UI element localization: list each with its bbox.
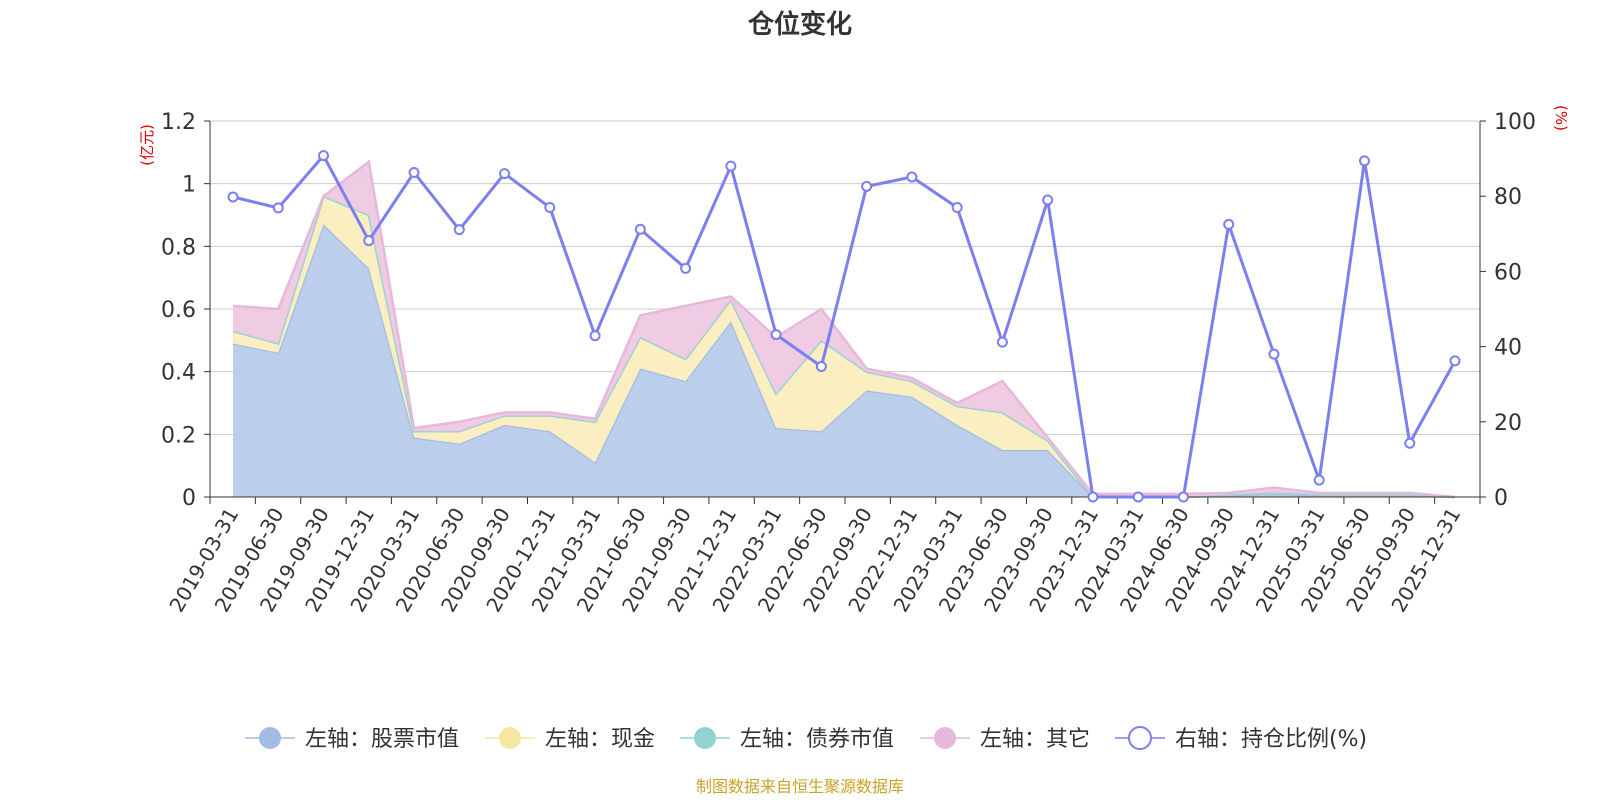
right-tick-label: 40 <box>1494 336 1522 361</box>
position-ratio-point <box>1132 491 1144 503</box>
legend-item[interactable]: 右轴：持仓比例(%) <box>1115 726 1367 752</box>
position-ratio-point <box>1449 355 1461 367</box>
position-ratio-point <box>634 223 646 235</box>
position-ratio-point <box>1223 218 1235 230</box>
legend-label: 左轴：股票市值 <box>305 727 459 752</box>
position-ratio-point <box>1358 155 1370 167</box>
legend-marker <box>499 727 521 749</box>
area-series <box>233 224 1455 497</box>
position-ratio-point <box>453 224 465 236</box>
area-series-edge <box>232 159 1456 499</box>
legend-marker <box>1128 726 1152 750</box>
left-tick-label: 0.2 <box>161 423 196 448</box>
position-ratio-point <box>1313 474 1325 486</box>
position-ratio-point <box>996 336 1008 348</box>
left-tick-label: 0.8 <box>161 235 196 260</box>
position-ratio-point <box>815 361 827 373</box>
position-ratio-point <box>1177 491 1189 503</box>
area-layer <box>232 159 1456 499</box>
position-ratio-point <box>770 329 782 341</box>
right-tick-label: 80 <box>1494 185 1522 210</box>
position-ratio-point <box>680 262 692 274</box>
position-ratio-point <box>1087 491 1099 503</box>
legend-item[interactable]: 左轴：其它 <box>920 727 1090 752</box>
legend-item[interactable]: 左轴：现金 <box>485 727 655 752</box>
position-ratio-point <box>1268 348 1280 360</box>
left-tick-label: 1.2 <box>161 110 196 135</box>
right-axis-unit: (%) <box>1552 105 1570 131</box>
left-tick-label: 1 <box>182 173 196 198</box>
position-ratio-point <box>499 168 511 180</box>
legend-label: 左轴：现金 <box>545 727 655 752</box>
left-axis-unit: (亿元) <box>138 124 156 166</box>
left-tick-label: 0.6 <box>161 298 196 323</box>
position-ratio-point <box>589 330 601 342</box>
position-ratio-point <box>906 171 918 183</box>
legend-item[interactable]: 左轴：股票市值 <box>245 727 459 752</box>
position-ratio-point <box>318 150 330 162</box>
chart-title: 仓位变化 <box>747 9 852 40</box>
right-tick-label: 0 <box>1494 486 1508 511</box>
legend-marker <box>934 727 956 749</box>
legend-label: 左轴：其它 <box>980 727 1090 752</box>
position-ratio-point <box>227 191 239 203</box>
legend-marker <box>259 727 281 749</box>
source-note: 制图数据来自恒生聚源数据库 <box>696 777 904 796</box>
right-tick-label: 20 <box>1494 411 1522 436</box>
position-ratio-point <box>363 235 375 247</box>
legend-label: 左轴：债券市值 <box>740 727 894 752</box>
position-ratio-point <box>725 160 737 172</box>
legend[interactable]: 左轴：股票市值 左轴：现金 左轴：债券市值 左轴：其它 右轴：持仓比例(%) <box>245 726 1367 752</box>
position-ratio-point <box>408 167 420 179</box>
position-ratio-point <box>1042 194 1054 206</box>
left-tick-label: 0.4 <box>161 361 196 386</box>
legend-marker <box>694 727 716 749</box>
position-ratio-point <box>1404 437 1416 449</box>
right-tick-label: 60 <box>1494 260 1522 285</box>
position-ratio-point <box>544 201 556 213</box>
right-tick-label: 100 <box>1494 110 1536 135</box>
legend-label: 右轴：持仓比例(%) <box>1175 727 1367 752</box>
line-layer <box>227 150 1461 503</box>
position-ratio-point <box>951 201 963 213</box>
position-ratio-point <box>861 180 873 192</box>
left-tick-label: 0 <box>182 486 196 511</box>
position-ratio-line <box>232 152 1457 499</box>
area-series <box>233 196 1455 497</box>
legend-item[interactable]: 左轴：债券市值 <box>680 727 894 752</box>
position-ratio-point <box>272 202 284 214</box>
